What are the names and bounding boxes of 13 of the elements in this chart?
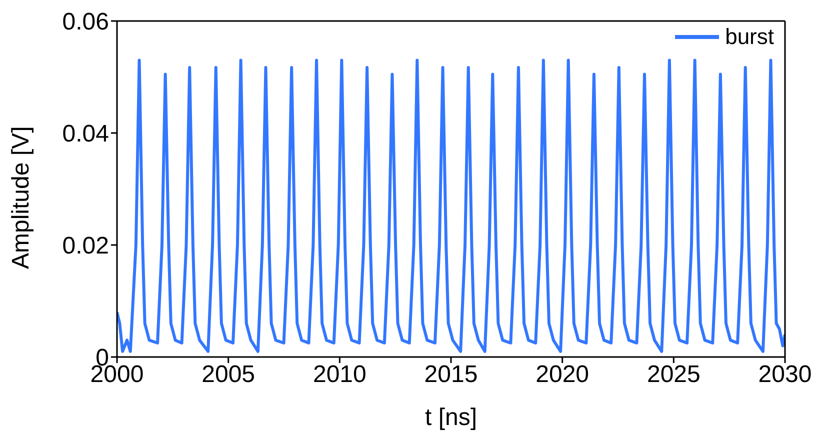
line-series — [117, 58, 785, 353]
x-tick-label: 2005 — [202, 361, 256, 388]
x-tick-label: 2020 — [536, 361, 590, 388]
x-axis-title: t [ns] — [424, 404, 478, 431]
x-tick-label: 2030 — [758, 361, 812, 388]
y-tick-label: 0.02 — [62, 232, 109, 260]
x-tick-label: 2025 — [646, 361, 700, 388]
y-tick-label: 0.06 — [62, 8, 109, 36]
y-tick-label: 0.04 — [62, 120, 109, 148]
x-tick-label: 2015 — [424, 361, 478, 388]
x-tick-label: 2010 — [312, 361, 366, 388]
legend-label: burst — [725, 24, 774, 50]
y-axis-title: Amplitude [V] — [8, 126, 35, 269]
